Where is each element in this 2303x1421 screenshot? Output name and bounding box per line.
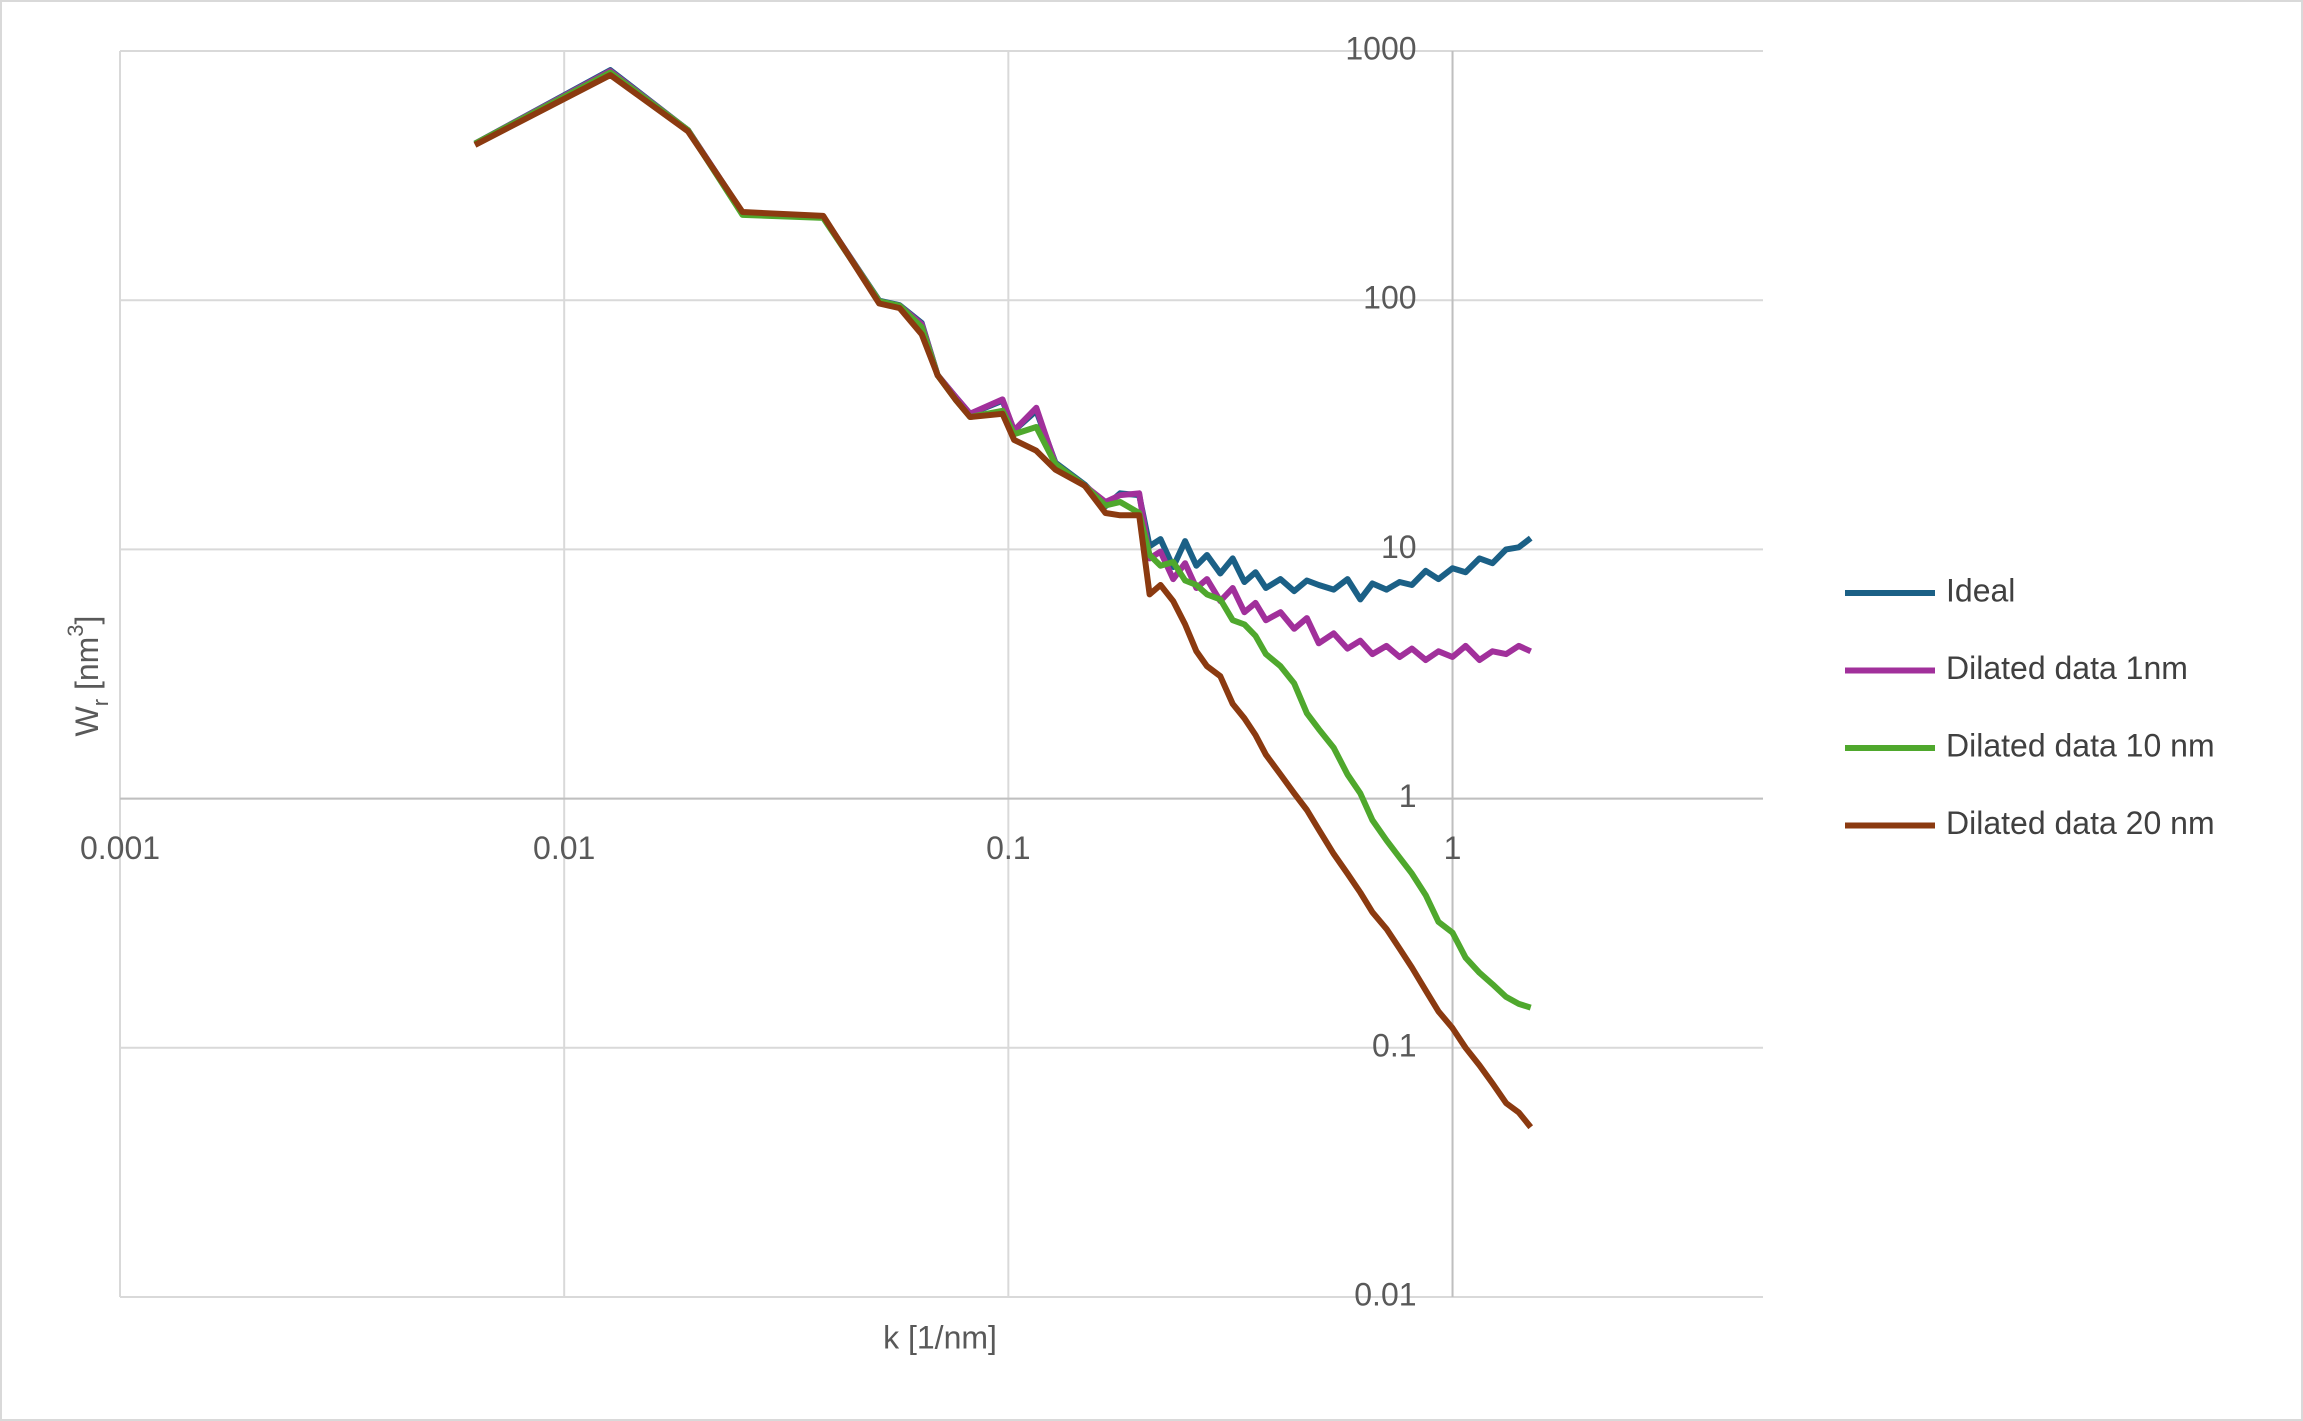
y-title-part: ] xyxy=(69,616,105,625)
grid xyxy=(119,50,1763,1298)
labels: 0.01 0.1 1 10 100 1000 0.001 0.01 0.1 1 Ideal Dilat… xyxy=(80,30,2215,1312)
legend-label: Ideal xyxy=(1946,572,2015,608)
x-tick-label: 0.1 xyxy=(986,830,1030,866)
y-axis-title: Wr [nm3] xyxy=(63,616,113,737)
y-tick-label: 100 xyxy=(1363,280,1416,316)
y-tick-label: 0.1 xyxy=(1372,1027,1416,1063)
y-title-part: [nm xyxy=(69,637,105,699)
y-tick-label: 1000 xyxy=(1345,30,1416,66)
y-title-subscript: r xyxy=(88,699,113,706)
x-tick-label: 0.001 xyxy=(80,830,160,866)
x-tick-label: 0.01 xyxy=(533,830,595,866)
plot-lines xyxy=(473,67,1534,1130)
legend-label: Dilated data 10 nm xyxy=(1946,727,2215,763)
x-tick-label: 1 xyxy=(1444,830,1462,866)
y-title-part: W xyxy=(69,705,105,736)
y-tick-label: 1 xyxy=(1399,778,1417,814)
legend-label: Dilated data 1nm xyxy=(1946,650,2188,686)
legend-label: Dilated data 20 nm xyxy=(1946,805,2215,841)
y-title-superscript: 3 xyxy=(63,624,88,636)
x-axis-title: k [1/nm] xyxy=(883,1319,997,1355)
y-tick-label: 10 xyxy=(1381,529,1417,565)
series-line xyxy=(473,72,1534,1130)
y-tick-label: 0.01 xyxy=(1354,1276,1416,1312)
